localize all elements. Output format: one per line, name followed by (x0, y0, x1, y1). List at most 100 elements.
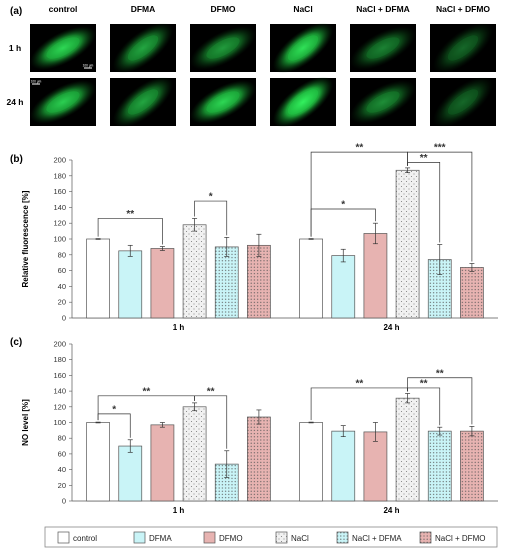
legend-swatch-control (57, 531, 70, 544)
legend-label-dfmo: DFMO (219, 534, 243, 543)
micrograph-1-h-dfma (110, 22, 176, 74)
panel-label-b: (b) (10, 154, 23, 165)
bar-nacl-dfma-1-h (214, 246, 239, 319)
micrograph-row-labels: 1 h 24 h (6, 43, 23, 107)
root-fluorescence (272, 76, 334, 128)
root-fluorescence (272, 22, 334, 74)
legend-swatch-dfma (133, 531, 146, 544)
chart-relative-fluorescence: 0 20 40 60 80 100 120 140 160 180 200 Relative fluo… (21, 143, 498, 332)
significance-label: * (341, 199, 345, 210)
y-axis-label: NO level [%] (21, 399, 30, 446)
scale-bar-label: 100 μm (83, 64, 94, 68)
y-tick-label: 200 (53, 156, 66, 165)
bar-nacl-dfma-24-h (427, 430, 452, 502)
x-category-label-1-h: 1 h (173, 506, 185, 515)
y-tick-label: 160 (53, 187, 66, 196)
root-fluorescence (30, 26, 96, 70)
micrograph-24-h-control (30, 78, 96, 126)
panel-label-a: (a) (10, 6, 22, 17)
root-core (46, 91, 80, 113)
micrograph-1-h-dfmo (190, 24, 256, 72)
micrograph-24-h-nacl (270, 76, 336, 128)
y-tick-label: 200 (53, 340, 66, 349)
root-core (127, 35, 159, 61)
panel-label-c: (c) (10, 337, 22, 348)
legend: control DFMA DFMO NaCl NaCl + DFMA NaCl + DFM… (44, 526, 498, 548)
x-category-label-24-h: 24 h (383, 506, 399, 515)
root-fluorescence (30, 80, 96, 124)
bar-nacl-dfmo-1-h (247, 416, 271, 502)
bar-nacl-24-h (395, 169, 420, 319)
y-tick-label: 140 (53, 387, 66, 396)
legend-swatch-dfmo (203, 531, 216, 544)
bar-nacl-dfmo-24-h (460, 267, 484, 319)
legend-label-nacl-dfma: NaCl + DFMA (352, 534, 402, 543)
column-header-nacl-dfma: NaCl + DFMA (356, 4, 410, 14)
significance-label: *** (434, 143, 446, 154)
bar-nacl-1-h (182, 406, 207, 502)
column-header-control: control (49, 4, 78, 14)
root-core (287, 89, 319, 115)
column-header-dfma: DFMA (131, 4, 156, 14)
root-core (287, 35, 319, 61)
y-tick-label: 40 (58, 465, 66, 474)
row-label-24-h: 24 h (6, 97, 23, 107)
micrograph-1-h-nacl-dfma (350, 24, 416, 72)
micrograph-1-h-nacl (270, 22, 336, 74)
micrograph-24-h-nacl-dfmo (430, 76, 496, 128)
root-core (366, 91, 400, 113)
significance-label: ** (420, 153, 428, 164)
significance-label: ** (207, 386, 215, 397)
significance-bracket (310, 208, 376, 237)
root-fluorescence (190, 26, 256, 70)
root-fluorescence (432, 22, 494, 74)
root-core (366, 37, 400, 59)
significance-label: ** (126, 209, 134, 220)
micrograph-24-h-nacl-dfma (350, 78, 416, 126)
bar-nacl-1-h (182, 224, 207, 319)
root-core (206, 37, 240, 59)
bar-dfma-1-h (118, 445, 143, 502)
micrograph-24-h-dfmo (190, 78, 256, 126)
bar-dfma-24-h (331, 255, 356, 319)
root-core (447, 89, 479, 115)
bar-control-24-h (299, 422, 323, 502)
y-tick-label: 100 (53, 418, 66, 427)
significance-label: ** (355, 378, 363, 389)
bar-control-1-h (86, 238, 110, 319)
y-tick-label: 120 (53, 402, 66, 411)
bar-nacl-24-h (395, 397, 420, 502)
y-tick-label: 100 (53, 235, 66, 244)
micrograph-column-headers: control DFMA DFMO NaCl NaCl + DFMA NaCl + DFM… (49, 4, 491, 14)
y-tick-label: 80 (58, 434, 66, 443)
y-axis-label: Relative fluorescence [%] (21, 190, 30, 287)
micrograph-grid: 100 μm 100 μm (30, 22, 496, 128)
y-tick-label: 120 (53, 219, 66, 228)
bar-control-1-h (86, 422, 110, 502)
significance-label: ** (355, 143, 363, 154)
column-header-nacl-dfmo: NaCl + DFMO (436, 4, 490, 14)
significance-bracket (407, 151, 473, 262)
scale-bar-label: 100 μm (31, 80, 42, 84)
significance-bracket (194, 200, 228, 236)
significance-bracket (310, 387, 408, 421)
bar-control-24-h (299, 238, 323, 319)
legend-label-control: control (73, 534, 97, 543)
root-fluorescence (350, 26, 416, 70)
y-tick-label: 160 (53, 371, 66, 380)
legend-frame (44, 526, 498, 548)
y-tick-label: 60 (58, 266, 66, 275)
significance-bracket (407, 377, 473, 425)
column-header-dfmo: DFMO (210, 4, 235, 14)
root-core (46, 37, 80, 59)
y-tick-label: 20 (58, 298, 66, 307)
significance-bracket (194, 395, 228, 449)
x-category-label-24-h: 24 h (383, 323, 399, 332)
bar-dfmo-24-h (363, 431, 388, 502)
micrograph-24-h-dfma (110, 76, 176, 128)
root-core (447, 35, 479, 61)
legend-swatch-nacl-dfma (336, 531, 349, 544)
micrograph-1-h-nacl-dfmo (430, 22, 496, 74)
bar-dfmo-24-h (363, 233, 388, 319)
